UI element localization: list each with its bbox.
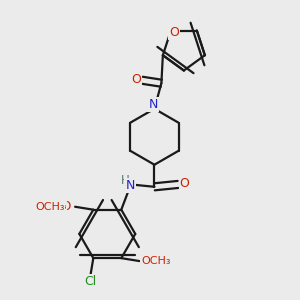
Text: N: N: [125, 179, 135, 192]
Text: O: O: [61, 200, 71, 213]
Text: H: H: [121, 174, 129, 188]
Text: N: N: [148, 98, 158, 111]
Text: OCH₃: OCH₃: [141, 256, 170, 266]
Text: O: O: [179, 177, 189, 190]
Text: O: O: [131, 73, 141, 86]
Text: O: O: [169, 26, 179, 39]
Text: OCH₃: OCH₃: [35, 202, 64, 212]
Text: CH₃: CH₃: [47, 201, 66, 211]
Text: Cl: Cl: [84, 274, 97, 288]
